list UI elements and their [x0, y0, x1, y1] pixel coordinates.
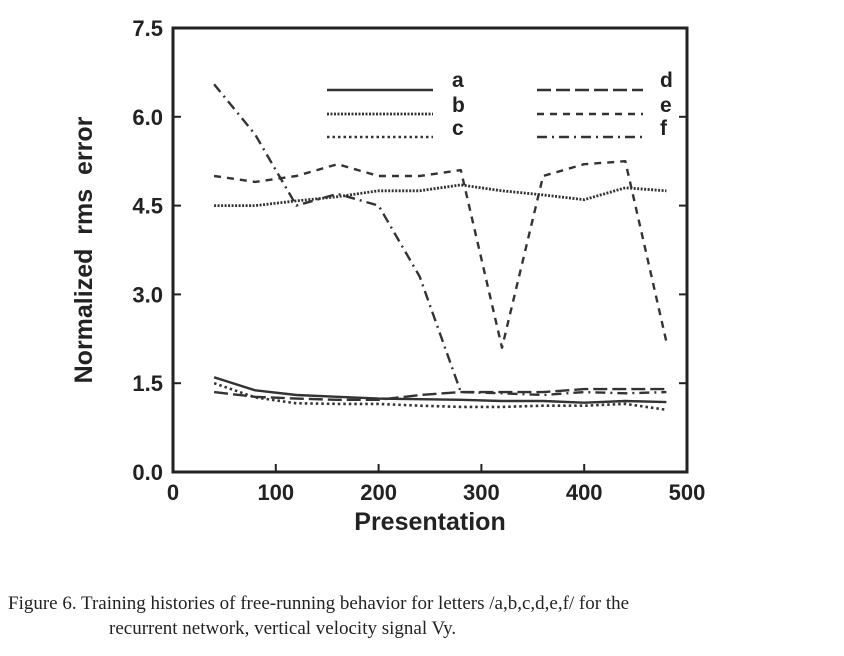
x-tick-label: 100 [257, 480, 294, 505]
figure-caption: Figure 6. Training histories of free-run… [8, 591, 838, 641]
caption-line-2: recurrent network, vertical velocity sig… [109, 618, 457, 639]
caption-line-1: Figure 6. Training histories of free-run… [8, 593, 630, 614]
x-tick-label: 300 [463, 480, 500, 505]
y-tick-label: 7.5 [132, 16, 163, 41]
x-axis-title: Presentation [354, 508, 505, 536]
y-tick-label: 3.0 [132, 282, 163, 307]
series-line-a [213, 376, 667, 404]
legend-label-f: f [660, 117, 668, 140]
series-line-c [213, 381, 667, 412]
series-line-e [213, 159, 668, 349]
series-line-f [213, 83, 667, 397]
legend-label-c: c [452, 117, 464, 140]
x-tick-label: 400 [566, 480, 603, 505]
series-line-b [214, 183, 667, 208]
y-tick-label: 6.0 [132, 105, 163, 130]
legend-label-e: e [660, 94, 672, 117]
tick-labels: 0 100 200 300 400 500 0.0 1.5 3.0 4.5 6.0 7.5 [132, 16, 705, 505]
legend-label-a: a [452, 69, 464, 92]
x-tick-label: 500 [669, 480, 706, 505]
y-tick-label: 0.0 [132, 460, 163, 485]
plot-frame [171, 26, 689, 474]
y-tick-label: 1.5 [132, 371, 163, 396]
axis-ticks [172, 27, 688, 473]
series-lines [213, 83, 668, 412]
line-chart: 0 100 200 300 400 500 0.0 1.5 3.0 4.5 6.0 7.5 abc de… [70, 16, 705, 536]
legend: abc def [327, 69, 673, 140]
x-tick-label: 200 [360, 480, 397, 505]
y-tick-label: 4.5 [132, 194, 163, 219]
x-tick-label: 0 [167, 480, 179, 505]
y-axis-title: Normalized rms error [70, 116, 98, 383]
legend-label-d: d [660, 69, 673, 92]
legend-label-b: b [452, 94, 465, 117]
